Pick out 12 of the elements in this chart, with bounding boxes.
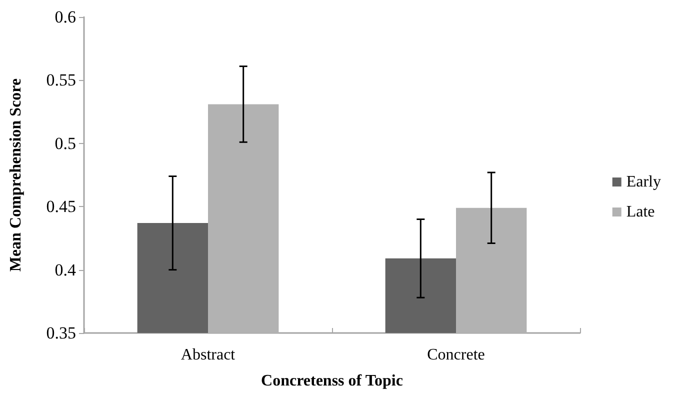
x-axis-title: Concretenss of Topic (261, 372, 403, 390)
y-tick-label: 0.6 (54, 8, 76, 26)
y-tick-label: 0.35 (46, 324, 76, 342)
y-tick-label: 0.55 (46, 70, 76, 90)
x-tick-label: Concrete (427, 346, 485, 364)
y-axis-title: Mean Comprehension Score (8, 78, 24, 272)
x-tick-label: Abstract (180, 346, 236, 364)
y-tick-label: 0.4 (54, 260, 76, 280)
y-tick-label: 0.5 (54, 134, 76, 153)
legend-label: Early (626, 174, 662, 190)
legend-label: Late (626, 204, 655, 220)
y-tick-label: 0.45 (46, 197, 76, 216)
